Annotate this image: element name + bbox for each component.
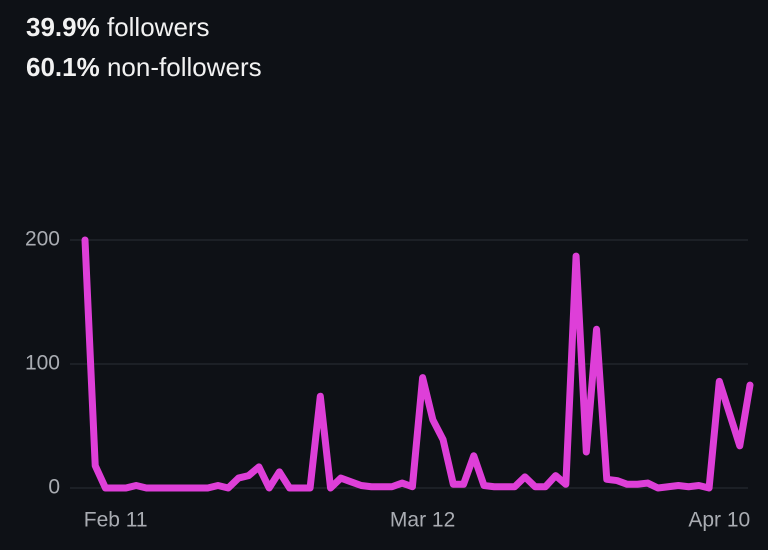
y-tick-label: 0 bbox=[48, 476, 60, 499]
nonfollowers-label: non-followers bbox=[106, 52, 262, 82]
nonfollowers-pct: 60.1% bbox=[26, 52, 100, 82]
x-tick-label: Mar 12 bbox=[390, 509, 455, 532]
y-tick-label: 100 bbox=[25, 352, 60, 375]
y-tick-label: 200 bbox=[25, 228, 60, 251]
x-tick-label: Apr 10 bbox=[688, 509, 750, 532]
followers-label: followers bbox=[106, 12, 210, 42]
followers-line: 39.9% followers bbox=[26, 12, 210, 43]
followers-pct: 39.9% bbox=[26, 12, 100, 42]
x-tick-label: Feb 11 bbox=[84, 509, 148, 532]
nonfollowers-line: 60.1% non-followers bbox=[26, 52, 262, 83]
data-line bbox=[81, 236, 754, 492]
